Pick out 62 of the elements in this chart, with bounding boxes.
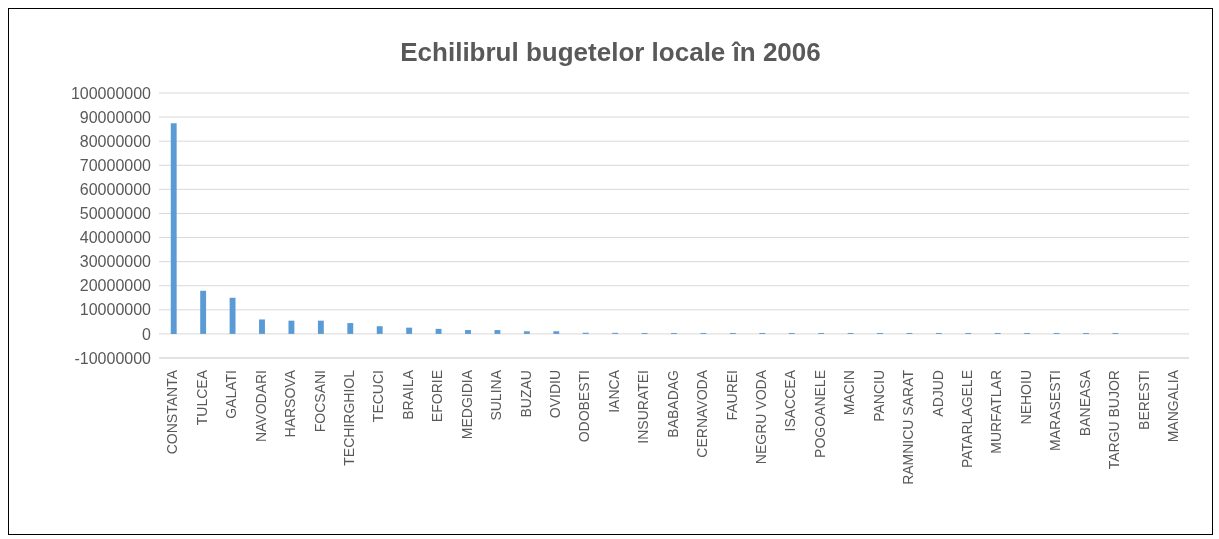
y-tick-label: 60000000	[79, 181, 152, 199]
bar	[347, 323, 354, 334]
bar	[170, 123, 177, 334]
bar	[494, 330, 501, 334]
x-tick-label: INSURATEI	[635, 370, 652, 444]
x-tick-label: CERNAVODA	[694, 369, 711, 458]
x-tick-label: BANEASA	[1076, 369, 1093, 437]
bar	[259, 319, 265, 334]
x-tick-label: SULINA	[488, 369, 505, 421]
x-tick-label: FOCSANI	[311, 370, 328, 433]
x-tick-label: TECHIRGHIOL	[340, 369, 357, 466]
x-tick-label: RAMNICU SARAT	[900, 369, 917, 485]
x-tick-label: MURFATLAR	[988, 370, 1005, 454]
x-tick-label: EFORIE	[429, 370, 446, 423]
x-tick-label: NEGRU VODA	[752, 369, 769, 465]
x-tick-label: ODOBESTI	[576, 370, 593, 443]
bar	[553, 331, 560, 334]
bar	[229, 297, 236, 334]
x-tick-label: MEDGIDIA	[458, 369, 475, 440]
bar	[200, 290, 207, 334]
x-tick-label: BUZAU	[517, 370, 534, 418]
x-tick-label: MACIN	[841, 370, 858, 416]
bar	[376, 326, 383, 334]
y-tick-label: 80000000	[79, 132, 152, 150]
x-tick-label: PATARLAGELE	[958, 370, 975, 469]
y-tick-label: 0	[142, 325, 152, 343]
x-tick-label: FAUREI	[723, 370, 740, 421]
y-tick-label: 20000000	[79, 277, 152, 295]
bar	[317, 320, 324, 334]
x-tick-label: POGOANELE	[811, 370, 828, 458]
x-tick-label: HARSOVA	[282, 369, 299, 438]
y-tick-label: 10000000	[79, 301, 152, 319]
x-tick-label: CONSTANTA	[164, 369, 181, 455]
x-tick-label: IANCA	[605, 369, 622, 413]
x-tick-label: BABADAG	[664, 370, 681, 438]
bar	[435, 328, 442, 334]
x-tick-label: BRAILA	[399, 369, 416, 420]
x-tick-label: ADJUD	[929, 370, 946, 417]
bar	[288, 320, 295, 334]
x-tick-label: TARGU BUJOR	[1106, 370, 1123, 470]
x-tick-label: MANGALIA	[1164, 369, 1181, 443]
y-tick-label: 90000000	[79, 108, 152, 126]
x-tick-label: OVIDIU	[546, 370, 563, 419]
x-tick-label: GALATI	[223, 370, 240, 419]
x-tick-label: TECUCI	[370, 370, 387, 423]
bar	[465, 330, 471, 334]
y-tick-label: -10000000	[74, 349, 152, 367]
chart-title: Echilibrul bugetelor locale în 2006	[399, 37, 822, 69]
y-tick-label: 100000000	[70, 84, 152, 102]
y-tick-label: 30000000	[79, 253, 152, 271]
x-tick-label: TULCEA	[193, 369, 210, 426]
y-tick-label: 50000000	[79, 205, 152, 223]
x-tick-label: PANCIU	[870, 370, 887, 422]
y-tick-label: 40000000	[79, 229, 152, 247]
x-tick-label: NAVODARI	[252, 370, 269, 443]
x-tick-label: BERESTI	[1135, 370, 1152, 430]
x-tick-label: MARASESTI	[1047, 370, 1064, 451]
x-tick-label: NEHOIU	[1017, 370, 1034, 425]
bar	[406, 327, 413, 334]
x-tick-label: ISACCEA	[782, 369, 799, 432]
y-tick-label: 70000000	[79, 156, 152, 174]
bar	[523, 331, 530, 334]
